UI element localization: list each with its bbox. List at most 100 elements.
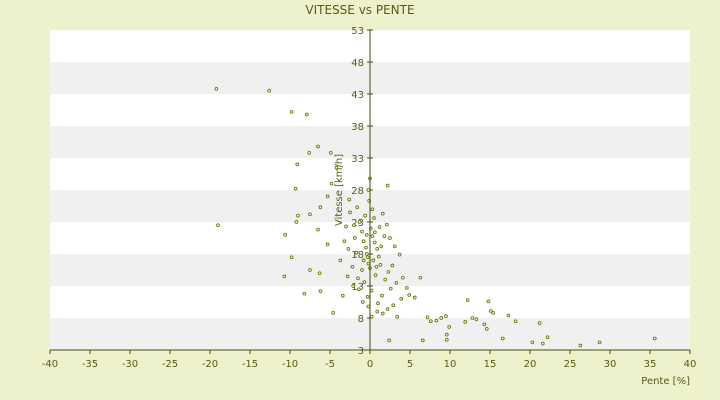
data-point [362,280,367,285]
y-tick-label: 23 [351,218,364,229]
data-point [380,293,384,298]
data-point [412,295,417,300]
data-point [530,340,535,345]
data-point [374,264,379,269]
data-point [371,258,376,263]
data-point [352,223,356,228]
data-point [293,186,298,191]
data-point [316,227,320,232]
data-point [344,224,348,229]
data-point [364,245,368,250]
data-point [420,338,425,343]
x-tick-label: -15 [242,359,258,370]
data-point [377,225,382,229]
data-point [302,291,307,296]
data-point [395,314,400,319]
data-point [366,304,371,309]
data-point [378,263,383,267]
chart-title: VITESSE vs PENTE [305,3,414,17]
data-points [214,87,657,348]
data-point [366,261,371,266]
data-point [289,110,294,114]
data-point [372,240,377,245]
data-point [418,275,423,280]
data-point [482,322,487,327]
x-tick-label: -5 [325,359,335,370]
data-point [425,315,430,320]
data-point [340,293,345,298]
data-point [328,151,333,155]
x-tick-label: 40 [684,359,697,370]
data-point [407,293,412,297]
data-point [308,268,312,272]
data-point [434,318,439,323]
x-tick-label: -20 [202,359,218,370]
data-point [283,232,288,237]
data-point [491,311,496,315]
x-tick-label: -35 [82,359,98,370]
data-point [361,239,366,244]
y-tick-label: 8 [358,314,364,325]
data-point [347,197,352,202]
data-point [470,316,475,320]
x-tick-label: -10 [282,359,298,370]
data-point [357,220,362,224]
data-point [295,162,300,167]
data-point [331,311,336,315]
data-point [444,314,448,318]
data-point [375,247,380,251]
data-point [386,270,391,274]
x-tick-label: -40 [42,359,58,370]
data-point [385,307,390,311]
data-point [387,338,392,343]
data-point [537,321,542,325]
x-tick-label: 0 [367,359,373,370]
data-point [360,229,364,234]
x-tick-label: -25 [162,359,178,370]
x-tick-label: 15 [484,359,497,370]
data-point [346,247,351,251]
data-point [444,337,449,342]
data-point [348,210,352,215]
data-point [369,314,374,319]
data-point [384,222,389,227]
data-point [356,276,360,281]
data-point [294,220,299,224]
data-point [390,263,395,268]
data-point [400,275,405,280]
data-point [545,335,550,340]
data-point [289,255,294,260]
y-tick-label: 38 [351,122,364,133]
data-point [474,317,479,322]
data-point [329,181,334,186]
data-point [355,205,360,210]
data-point [354,250,359,255]
data-point [379,244,384,249]
data-point [365,295,370,299]
data-point [392,244,397,249]
x-tick-labels: -40 -35 -30 -25 -20 -15 -10 -5 0 5 10 15 20 25 30 35 40 [42,350,697,370]
data-point [365,255,370,260]
data-point [380,311,385,316]
data-point [338,258,343,263]
x-tick-label: 20 [524,359,537,370]
data-point [370,234,375,238]
data-point [325,194,330,199]
data-point [397,252,402,257]
data-point [372,216,376,221]
data-point [513,319,518,324]
data-point [439,316,444,320]
data-point [304,112,309,117]
data-point [447,325,452,329]
data-point [356,287,361,292]
data-point [370,207,375,212]
data-point [444,332,449,337]
x-tick-label: 10 [444,359,457,370]
data-point [325,242,330,247]
y-axis-label: Vitesse [km/h] [334,154,345,226]
data-point [388,286,393,291]
data-point [364,232,369,237]
data-point [578,343,583,348]
data-point [345,274,350,279]
y-tick-label: 33 [351,154,364,165]
